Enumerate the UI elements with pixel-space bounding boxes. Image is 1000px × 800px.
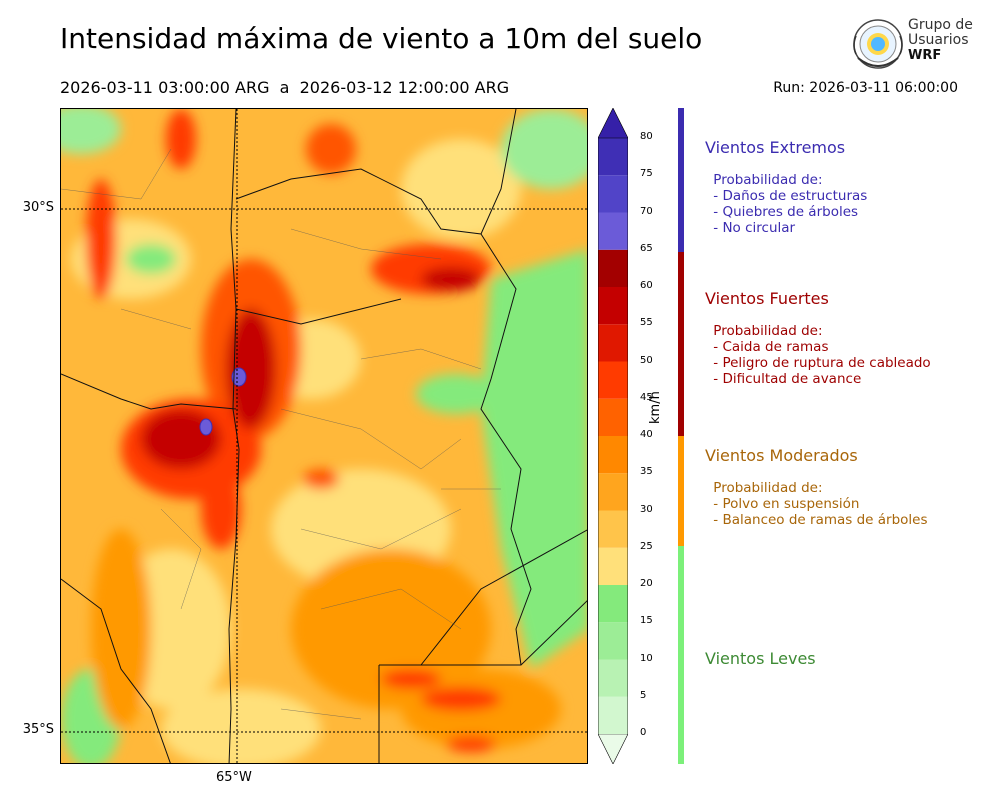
category-extremos-title: Vientos Extremos: [705, 138, 846, 157]
forecast-period: 2026-03-11 03:00:00 ARG a 2026-03-12 12:…: [60, 78, 510, 97]
legend-bar-leves: [678, 546, 684, 764]
colorbar-segment: [598, 436, 628, 474]
wind-field: [61, 109, 587, 763]
lat-label-30s: 30°S: [22, 200, 54, 215]
colorbar-tick-label: 80: [640, 131, 653, 142]
colorbar-tick-label: 0: [640, 727, 647, 738]
colorbar-segment: [598, 473, 628, 511]
colorbar-segment: [598, 622, 628, 660]
colorbar-unit: km/h: [648, 391, 663, 424]
run-time: Run: 2026-03-11 06:00:00: [773, 80, 958, 96]
colorbar-tick-label: 5: [640, 689, 647, 701]
colorbar-tick-label: 65: [640, 242, 653, 254]
colorbar-tick-label: 20: [640, 578, 653, 589]
colorbar-segment: [598, 547, 628, 585]
colorbar-segment: [598, 324, 628, 362]
colorbar-segment: [598, 585, 628, 623]
colorbar-tick-label: 60: [640, 280, 653, 291]
colorbar-segment: [598, 287, 628, 325]
category-moderados-desc: Probabilidad de: - Polvo en suspensión -…: [713, 480, 928, 528]
colorbar-segment: [598, 398, 628, 436]
colorbar-tick-label: 55: [640, 317, 653, 329]
lon-label-65w: 65°W: [216, 770, 252, 785]
colorbar: [598, 108, 628, 764]
map-title: Intensidad máxima de viento a 10m del su…: [60, 22, 703, 55]
colorbar-segment: [598, 138, 628, 176]
colorbar-segment: [598, 510, 628, 548]
colorbar-tick-label: 45: [640, 391, 653, 403]
category-extremos-desc: Probabilidad de: - Daños de estructuras …: [713, 172, 868, 236]
colorbar-tick-label: 40: [640, 429, 653, 440]
colorbar-tick-label: 35: [640, 466, 653, 478]
colorbar-tick-label: 15: [640, 615, 653, 627]
legend-bar-fuertes: [678, 252, 684, 436]
wind-map[interactable]: [60, 108, 588, 764]
colorbar-segment: [598, 696, 628, 734]
colorbar-extend-low: [598, 733, 628, 764]
colorbar-tick-label: 25: [640, 540, 653, 552]
colorbar-tick-label: 50: [640, 354, 653, 366]
category-moderados-title: Vientos Moderados: [705, 446, 858, 465]
legend-bar-extremos: [678, 108, 684, 252]
colorbar-tick-label: 75: [640, 168, 653, 180]
lat-label-35s: 35°S: [22, 722, 54, 737]
category-fuertes-title: Vientos Fuertes: [705, 289, 829, 308]
wrf-logo: [853, 19, 903, 69]
colorbar-tick-label: 10: [640, 652, 653, 664]
colorbar-segment: [598, 361, 628, 399]
colorbar-segment: [598, 659, 628, 697]
colorbar-segment: [598, 249, 628, 287]
colorbar-tick-label: 70: [640, 205, 653, 217]
colorbar-segment: [598, 212, 628, 250]
colorbar-tick-label: 30: [640, 503, 653, 515]
category-fuertes-desc: Probabilidad de: - Caida de ramas - Peli…: [713, 323, 931, 387]
logo-text: Grupo de Usuarios WRF: [908, 17, 973, 64]
category-leves-title: Vientos Leves: [705, 649, 816, 668]
colorbar-segment: [598, 175, 628, 213]
colorbar-extend-high: [598, 108, 628, 139]
legend-bar-moderados: [678, 436, 684, 546]
